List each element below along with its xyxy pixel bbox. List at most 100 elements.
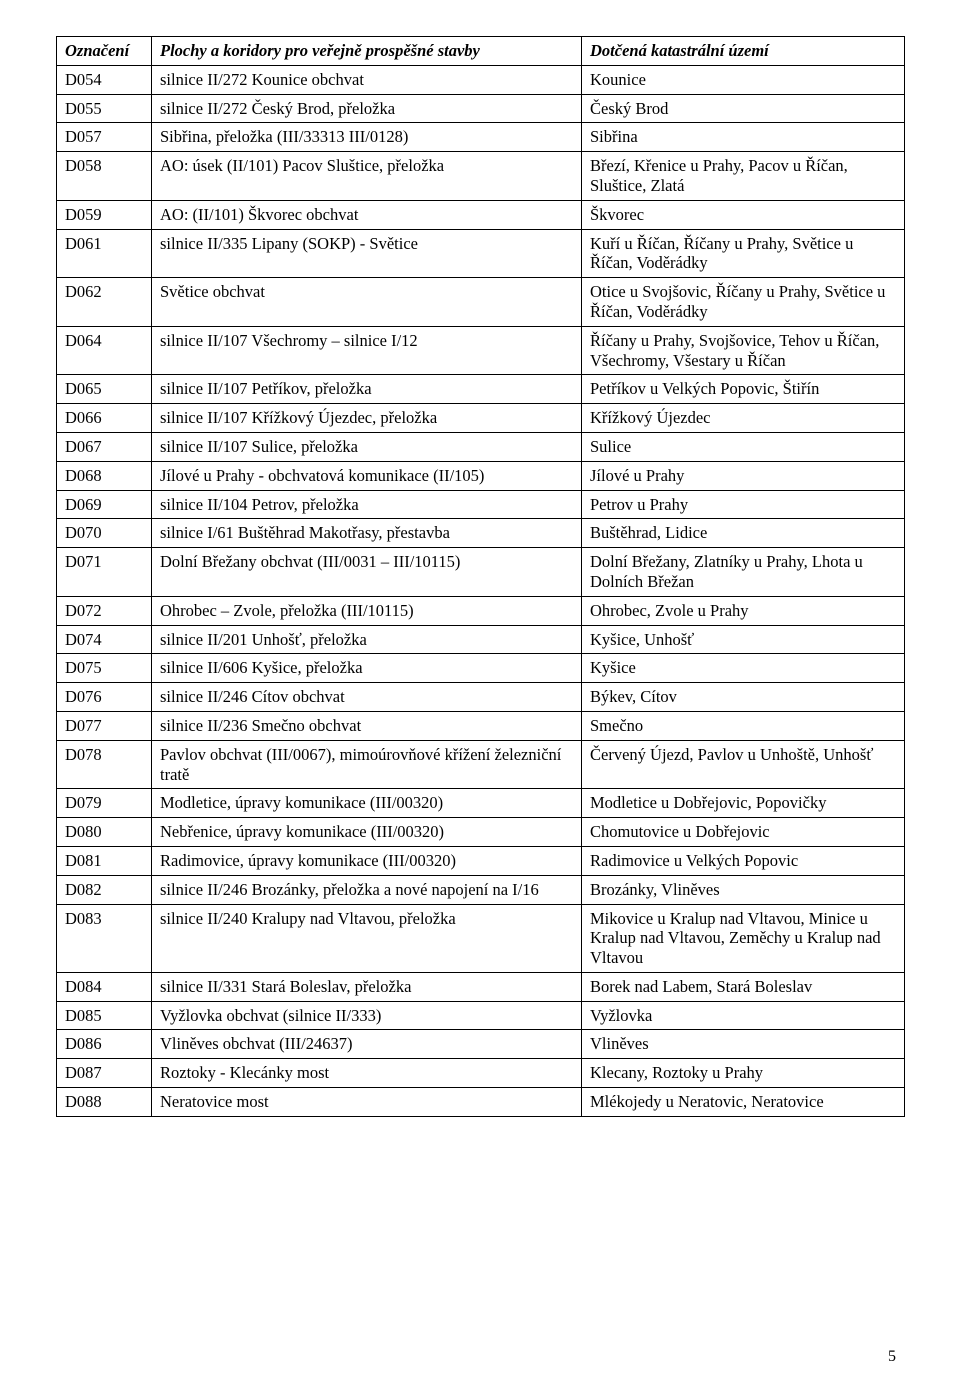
cell-id: D076 [57, 683, 152, 712]
table-row: D064silnice II/107 Všechromy – silnice I… [57, 326, 905, 375]
cell-id: D055 [57, 94, 152, 123]
cell-area: Ohrobec, Zvole u Prahy [582, 596, 905, 625]
cell-id: D083 [57, 904, 152, 972]
cell-desc: Modletice, úpravy komunikace (III/00320) [152, 789, 582, 818]
cell-area: Kounice [582, 65, 905, 94]
table-row: D083silnice II/240 Kralupy nad Vltavou, … [57, 904, 905, 972]
cell-area: Sulice [582, 432, 905, 461]
cell-desc: silnice II/335 Lipany (SOKP) - Světice [152, 229, 582, 278]
cell-desc: silnice II/236 Smečno obchvat [152, 711, 582, 740]
cell-area: Kuří u Říčan, Říčany u Prahy, Světice u … [582, 229, 905, 278]
cell-desc: silnice II/272 Český Brod, přeložka [152, 94, 582, 123]
header-oznaceni: Označení [57, 37, 152, 66]
cell-id: D080 [57, 818, 152, 847]
cell-id: D067 [57, 432, 152, 461]
cell-id: D059 [57, 200, 152, 229]
cell-id: D057 [57, 123, 152, 152]
table-row: D079Modletice, úpravy komunikace (III/00… [57, 789, 905, 818]
cell-area: Otice u Svojšovic, Říčany u Prahy, Světi… [582, 278, 905, 327]
cell-id: D058 [57, 152, 152, 201]
table-row: D070silnice I/61 Buštěhrad Makotřasy, př… [57, 519, 905, 548]
cell-desc: Nebřenice, úpravy komunikace (III/00320) [152, 818, 582, 847]
table-row: D075silnice II/606 Kyšice, přeložkaKyšic… [57, 654, 905, 683]
cell-desc: silnice II/107 Petříkov, přeložka [152, 375, 582, 404]
cell-desc: silnice II/201 Unhošť, přeložka [152, 625, 582, 654]
header-plochy: Plochy a koridory pro veřejně prospěšné … [152, 37, 582, 66]
cell-id: D070 [57, 519, 152, 548]
table-row: D087Roztoky - Klecánky mostKlecany, Rozt… [57, 1059, 905, 1088]
cell-area: Říčany u Prahy, Svojšovice, Tehov u Říča… [582, 326, 905, 375]
table-row: D082silnice II/246 Brozánky, přeložka a … [57, 875, 905, 904]
table-row: D066silnice II/107 Křížkový Újezdec, pře… [57, 404, 905, 433]
cell-area: Býkev, Cítov [582, 683, 905, 712]
cell-desc: silnice II/331 Stará Boleslav, přeložka [152, 972, 582, 1001]
table-row: D065silnice II/107 Petříkov, přeložkaPet… [57, 375, 905, 404]
table-row: D074silnice II/201 Unhošť, přeložkaKyšic… [57, 625, 905, 654]
table-row: D077silnice II/236 Smečno obchvatSmečno [57, 711, 905, 740]
cell-area: Mlékojedy u Neratovic, Neratovice [582, 1088, 905, 1117]
cell-area: Červený Újezd, Pavlov u Unhoště, Unhošť [582, 740, 905, 789]
cell-id: D088 [57, 1088, 152, 1117]
cell-area: Klecany, Roztoky u Prahy [582, 1059, 905, 1088]
cell-desc: Vyžlovka obchvat (silnice II/333) [152, 1001, 582, 1030]
cell-area: Modletice u Dobřejovic, Popovičky [582, 789, 905, 818]
table-row: D057Sibřina, přeložka (III/33313 III/012… [57, 123, 905, 152]
cell-desc: silnice II/272 Kounice obchvat [152, 65, 582, 94]
cell-desc: silnice II/246 Brozánky, přeložka a nové… [152, 875, 582, 904]
cell-id: D077 [57, 711, 152, 740]
cell-id: D086 [57, 1030, 152, 1059]
cell-area: Brozánky, Vliněves [582, 875, 905, 904]
cell-id: D082 [57, 875, 152, 904]
cell-desc: Neratovice most [152, 1088, 582, 1117]
cell-desc: AO: (II/101) Škvorec obchvat [152, 200, 582, 229]
cell-area: Smečno [582, 711, 905, 740]
cell-id: D078 [57, 740, 152, 789]
table-row: D067silnice II/107 Sulice, přeložkaSulic… [57, 432, 905, 461]
table-row: D071Dolní Břežany obchvat (III/0031 – II… [57, 548, 905, 597]
cell-id: D061 [57, 229, 152, 278]
table-row: D069silnice II/104 Petrov, přeložkaPetro… [57, 490, 905, 519]
table-row: D076silnice II/246 Cítov obchvatBýkev, C… [57, 683, 905, 712]
cell-id: D068 [57, 461, 152, 490]
table-row: D080Nebřenice, úpravy komunikace (III/00… [57, 818, 905, 847]
cell-desc: silnice II/606 Kyšice, přeložka [152, 654, 582, 683]
cell-id: D066 [57, 404, 152, 433]
cell-id: D071 [57, 548, 152, 597]
cell-area: Chomutovice u Dobřejovic [582, 818, 905, 847]
table-row: D072Ohrobec – Zvole, přeložka (III/10115… [57, 596, 905, 625]
table-row: D061silnice II/335 Lipany (SOKP) - Světi… [57, 229, 905, 278]
cell-desc: silnice II/104 Petrov, přeložka [152, 490, 582, 519]
cell-area: Kyšice, Unhošť [582, 625, 905, 654]
cell-desc: Sibřina, přeložka (III/33313 III/0128) [152, 123, 582, 152]
table-row: D078Pavlov obchvat (III/0067), mimoúrovň… [57, 740, 905, 789]
table-row: D054silnice II/272 Kounice obchvatKounic… [57, 65, 905, 94]
cell-area: Dolní Břežany, Zlatníky u Prahy, Lhota u… [582, 548, 905, 597]
cell-id: D069 [57, 490, 152, 519]
cell-desc: Světice obchvat [152, 278, 582, 327]
cell-area: Petrov u Prahy [582, 490, 905, 519]
cell-area: Kyšice [582, 654, 905, 683]
cell-area: Radimovice u Velkých Popovic [582, 846, 905, 875]
cell-area: Vliněves [582, 1030, 905, 1059]
cell-desc: Dolní Břežany obchvat (III/0031 – III/10… [152, 548, 582, 597]
table-row: D059AO: (II/101) Škvorec obchvatŠkvorec [57, 200, 905, 229]
cell-area: Vyžlovka [582, 1001, 905, 1030]
cell-area: Jílové u Prahy [582, 461, 905, 490]
cell-area: Petříkov u Velkých Popovic, Štiřín [582, 375, 905, 404]
cell-id: D085 [57, 1001, 152, 1030]
document-page: Označení Plochy a koridory pro veřejně p… [0, 0, 960, 1390]
cell-desc: Ohrobec – Zvole, přeložka (III/10115) [152, 596, 582, 625]
cell-id: D074 [57, 625, 152, 654]
cell-desc: silnice II/107 Všechromy – silnice I/12 [152, 326, 582, 375]
page-number: 5 [888, 1348, 896, 1366]
cell-area: Borek nad Labem, Stará Boleslav [582, 972, 905, 1001]
cell-desc: AO: úsek (II/101) Pacov Sluštice, přelož… [152, 152, 582, 201]
cell-id: D072 [57, 596, 152, 625]
cell-area: Křížkový Újezdec [582, 404, 905, 433]
cell-area: Březí, Křenice u Prahy, Pacov u Říčan, S… [582, 152, 905, 201]
cell-desc: Vliněves obchvat (III/24637) [152, 1030, 582, 1059]
table-row: D062Světice obchvatOtice u Svojšovic, Ří… [57, 278, 905, 327]
table-row: D068Jílové u Prahy - obchvatová komunika… [57, 461, 905, 490]
cell-id: D065 [57, 375, 152, 404]
cell-id: D081 [57, 846, 152, 875]
